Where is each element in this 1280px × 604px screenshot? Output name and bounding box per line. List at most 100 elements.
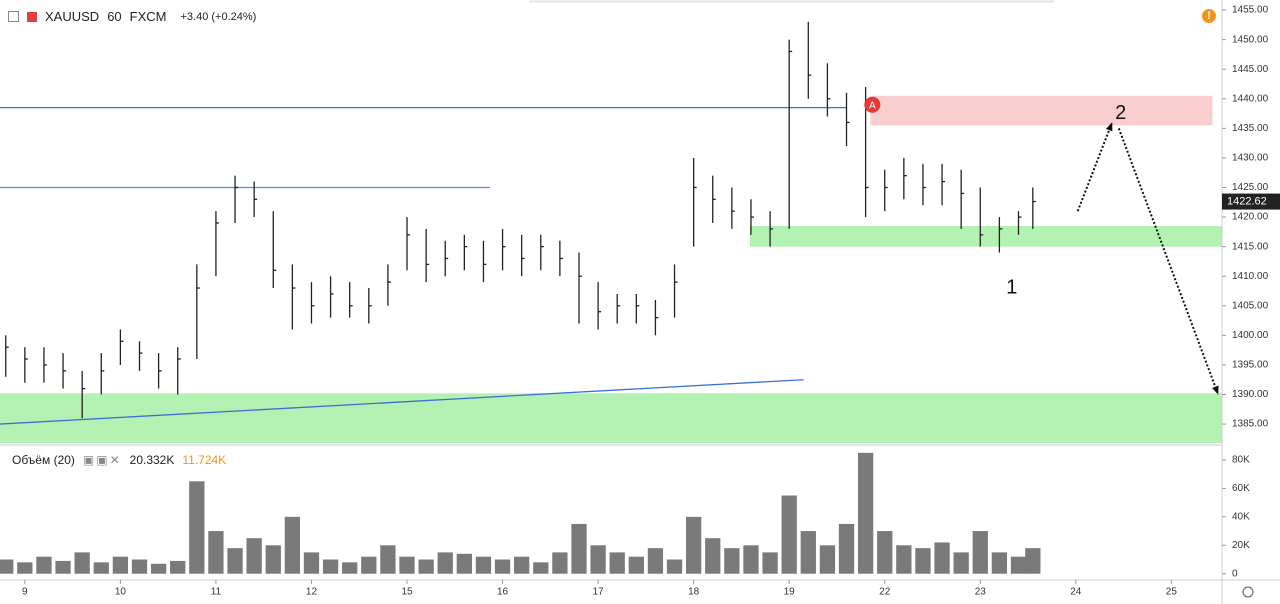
- volume-bar: [437, 552, 453, 574]
- volume-bar: [284, 516, 301, 574]
- volume-bar: [227, 548, 243, 574]
- volume-bar: [494, 559, 511, 574]
- header: XAUUSD 60 FXCM +3.40 (+0.24%): [8, 9, 256, 24]
- y-tick-label: 60K: [1232, 483, 1250, 494]
- y-tick-label: 1435.00: [1232, 123, 1269, 134]
- volume-bar: [55, 560, 71, 574]
- last-price-box: [1222, 193, 1280, 210]
- interval[interactable]: 60: [107, 9, 122, 24]
- y-tick-label: 1410.00: [1232, 271, 1269, 282]
- alert-icon[interactable]: [1202, 9, 1216, 23]
- y-tick-label: 1450.00: [1232, 34, 1269, 45]
- volume-bar: [743, 545, 759, 574]
- y-tick-label: 1430.00: [1232, 153, 1269, 164]
- volume-bar: [590, 545, 606, 574]
- y-tick-label: 1390.00: [1232, 389, 1269, 400]
- volume-current: 11.724K: [182, 453, 227, 467]
- volume-bar: [150, 563, 167, 574]
- volume-bar: [666, 559, 683, 574]
- trend-line: [0, 379, 804, 425]
- y-tick-label: 1445.00: [1232, 64, 1269, 75]
- volume-bar: [819, 545, 836, 574]
- volume-bar: [475, 556, 492, 574]
- volume-bar: [762, 552, 778, 574]
- volume-bar: [0, 559, 14, 574]
- volume-bar: [934, 542, 950, 574]
- arrow-head: [1211, 385, 1219, 395]
- x-tick-label: 18: [688, 587, 700, 598]
- exchange[interactable]: FXCM: [129, 9, 167, 24]
- x-tick-label: 10: [115, 587, 127, 598]
- volume-bar: [838, 523, 855, 574]
- volume-bar: [896, 545, 912, 574]
- y-tick-label: 1440.00: [1232, 93, 1269, 104]
- volume-bar: [724, 548, 740, 574]
- volume-bar: [112, 556, 129, 574]
- y-tick-label: 1425.00: [1232, 182, 1269, 193]
- zone: [750, 225, 1222, 247]
- x-tick-label: 22: [879, 587, 891, 598]
- x-tick-label: 23: [975, 587, 987, 598]
- y-tick-label: 20K: [1232, 540, 1250, 551]
- volume-bar: [246, 538, 262, 574]
- volume-bar: [303, 552, 320, 574]
- volume-ma: 20.332K: [129, 453, 175, 467]
- volume-bar: [781, 495, 797, 574]
- volume-bar: [418, 559, 434, 574]
- volume-bar: [686, 516, 702, 574]
- volume-bar: [456, 553, 472, 574]
- y-tick-label: 1385.00: [1232, 419, 1269, 430]
- arrow-line: [1117, 127, 1220, 395]
- y-tick-label: 1455.00: [1232, 5, 1269, 16]
- change: +3.40 (+0.24%): [180, 10, 257, 23]
- volume-bar: [189, 481, 205, 574]
- volume-bar: [609, 552, 625, 574]
- toolbar-edge: [529, 0, 1054, 3]
- plot-area: [0, 452, 1041, 574]
- annotation: 1: [1006, 276, 1017, 298]
- volume-header: Объём (20) ▣▣✕ 20.332K 11.724K: [12, 453, 226, 467]
- y-tick-label: 1400.00: [1232, 330, 1269, 341]
- volume-bar: [552, 552, 568, 574]
- settings-icon[interactable]: [1242, 586, 1254, 598]
- volume-bar: [208, 531, 224, 574]
- volume-bar: [1025, 548, 1041, 574]
- collapse-icon[interactable]: [8, 11, 19, 22]
- volume-bar: [953, 552, 969, 574]
- y-tick-label: 80K: [1232, 455, 1250, 466]
- zone: [0, 393, 1222, 443]
- volume-bar: [170, 560, 186, 574]
- volume-bar: [991, 552, 1008, 574]
- plot-area: 1 2 A: [0, 21, 1222, 443]
- annotation-badge: [864, 96, 881, 113]
- volume-bar: [857, 452, 874, 574]
- x-tick-label: 17: [593, 587, 605, 598]
- symbol[interactable]: XAUUSD: [45, 9, 100, 24]
- volume-bar: [74, 552, 90, 574]
- y-tick-label: 1415.00: [1232, 241, 1269, 252]
- volume-bar: [36, 556, 52, 574]
- volume-bar: [800, 531, 816, 574]
- volume-bar: [399, 556, 415, 574]
- volume-bar: [361, 556, 377, 574]
- volume-title[interactable]: Объём (20): [12, 453, 75, 467]
- y-tick-label: 40K: [1232, 511, 1250, 522]
- volume-bar: [1010, 556, 1027, 574]
- y-tick-label: 1395.00: [1232, 360, 1269, 371]
- y-tick-label: 0: [1232, 568, 1238, 579]
- x-tick-label: 9: [22, 587, 28, 598]
- volume-bar: [705, 538, 721, 574]
- x-tick-label: 11: [211, 587, 222, 598]
- volume-controls[interactable]: ▣▣✕: [82, 453, 122, 467]
- volume-bar: [628, 556, 644, 574]
- x-tick-label: 12: [306, 587, 318, 598]
- volume-bar: [17, 562, 33, 574]
- y-tick-label: 1405.00: [1232, 300, 1269, 311]
- volume-bar: [571, 523, 587, 574]
- alert-icon-mark: !: [1207, 10, 1211, 22]
- zone: [870, 95, 1213, 126]
- volume-bar: [380, 545, 396, 574]
- volume-bar: [972, 531, 988, 574]
